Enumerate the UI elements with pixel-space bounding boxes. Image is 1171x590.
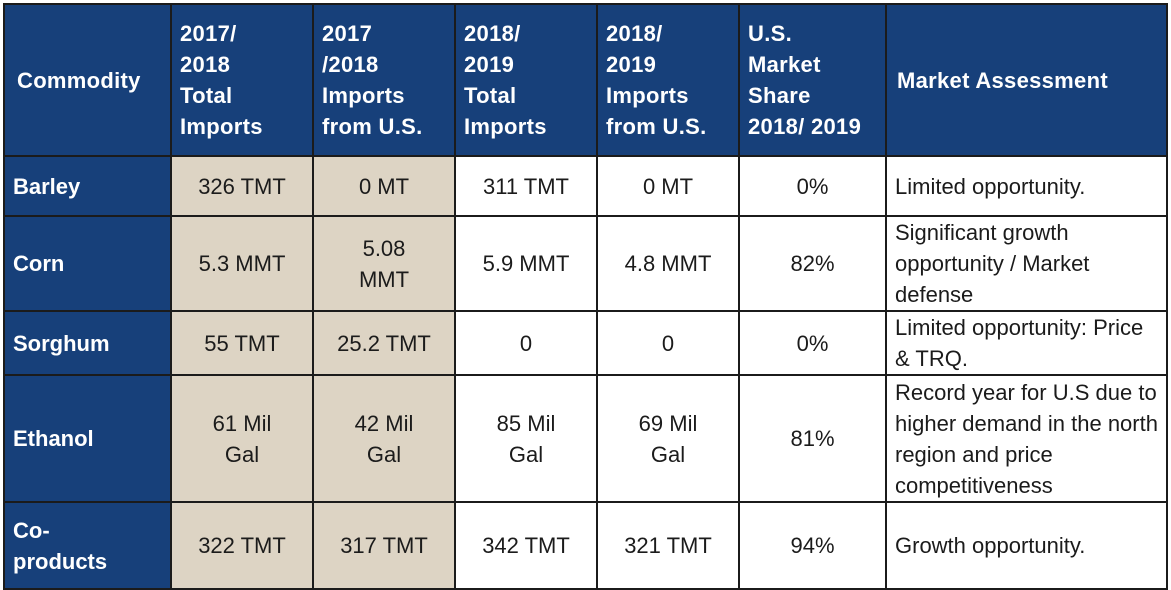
assessment-cell: Growth opportunity. (885, 501, 1168, 590)
table-cell: 5.3 MMT (170, 215, 314, 312)
commodity-cell: Corn (3, 215, 172, 312)
table-cell: 5.9 MMT (454, 215, 598, 312)
table-cell: 317 TMT (312, 501, 456, 590)
table-cell: 4.8 MMT (596, 215, 740, 312)
table-cell: 322 TMT (170, 501, 314, 590)
table-cell: 61 Mil Gal (170, 374, 314, 503)
assessment-cell: Record year for U.S due to higher demand… (885, 374, 1168, 503)
market-share-cell: 0% (738, 155, 887, 217)
table-cell: 326 TMT (170, 155, 314, 217)
assessment-cell: Significant growth opportunity / Market … (885, 215, 1168, 312)
table-row: Corn 5.3 MMT 5.08 MMT 5.9 MMT 4.8 MMT 82… (3, 215, 1168, 312)
table-cell: 42 Mil Gal (312, 374, 456, 503)
table-cell: 0 (454, 310, 598, 376)
market-share-cell: 0% (738, 310, 887, 376)
table-row: Sorghum 55 TMT 25.2 TMT 0 0 0% Limited o… (3, 310, 1168, 376)
header-market-assessment: Market Assessment (885, 3, 1168, 157)
header-commodity: Commodity (3, 3, 172, 157)
market-share-cell: 81% (738, 374, 887, 503)
market-share-cell: 94% (738, 501, 887, 590)
header-2017-2018-imports-from-us: 2017 /2018 Imports from U.S. (312, 3, 456, 157)
header-2018-2019-total-imports: 2018/ 2019 Total Imports (454, 3, 598, 157)
table-cell: 85 Mil Gal (454, 374, 598, 503)
table-cell: 311 TMT (454, 155, 598, 217)
assessment-cell: Limited opportunity: Price & TRQ. (885, 310, 1168, 376)
table-row: Barley 326 TMT 0 MT 311 TMT 0 MT 0% Limi… (3, 155, 1168, 217)
header-2017-2018-total-imports: 2017/ 2018 Total Imports (170, 3, 314, 157)
header-2018-2019-imports-from-us: 2018/ 2019 Imports from U.S. (596, 3, 740, 157)
commodity-cell: Ethanol (3, 374, 172, 503)
table-cell: 5.08 MMT (312, 215, 456, 312)
commodity-imports-table: Commodity 2017/ 2018 Total Imports 2017 … (3, 3, 1168, 590)
commodity-cell: Sorghum (3, 310, 172, 376)
header-us-market-share: U.S. Market Share 2018/ 2019 (738, 3, 887, 157)
market-share-cell: 82% (738, 215, 887, 312)
commodity-cell: Barley (3, 155, 172, 217)
table-cell: 321 TMT (596, 501, 740, 590)
table-cell: 342 TMT (454, 501, 598, 590)
table-row: Co- products 322 TMT 317 TMT 342 TMT 321… (3, 501, 1168, 590)
table-cell: 55 TMT (170, 310, 314, 376)
table-cell: 25.2 TMT (312, 310, 456, 376)
table-cell: 0 MT (312, 155, 456, 217)
table-row: Ethanol 61 Mil Gal 42 Mil Gal 85 Mil Gal… (3, 374, 1168, 503)
header-row: Commodity 2017/ 2018 Total Imports 2017 … (3, 3, 1168, 157)
commodity-cell: Co- products (3, 501, 172, 590)
table-cell: 0 MT (596, 155, 740, 217)
table-cell: 0 (596, 310, 740, 376)
assessment-cell: Limited opportunity. (885, 155, 1168, 217)
table-cell: 69 Mil Gal (596, 374, 740, 503)
